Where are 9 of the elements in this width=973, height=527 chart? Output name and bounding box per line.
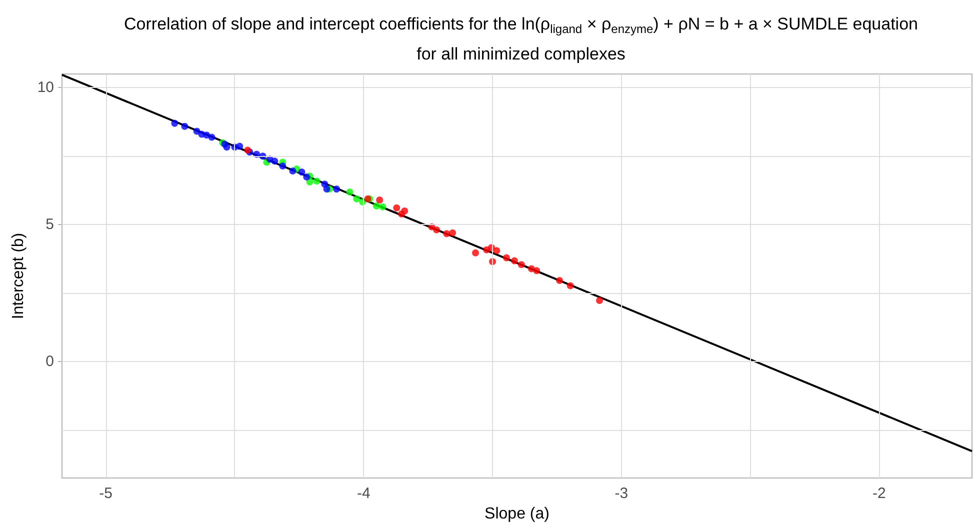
x-tick-label: -3 [614,485,628,502]
y-axis-title: Intercept (b) [10,232,27,320]
x-tick-label: -4 [356,485,370,502]
y-tick-label: 0 [46,353,54,370]
x-tick-label: -2 [872,485,886,502]
y-tick-label: 10 [37,79,54,96]
x-axis-title: Slope (a) [484,506,550,522]
x-tick-label: -5 [99,485,112,502]
y-tick-label: 5 [46,216,54,234]
